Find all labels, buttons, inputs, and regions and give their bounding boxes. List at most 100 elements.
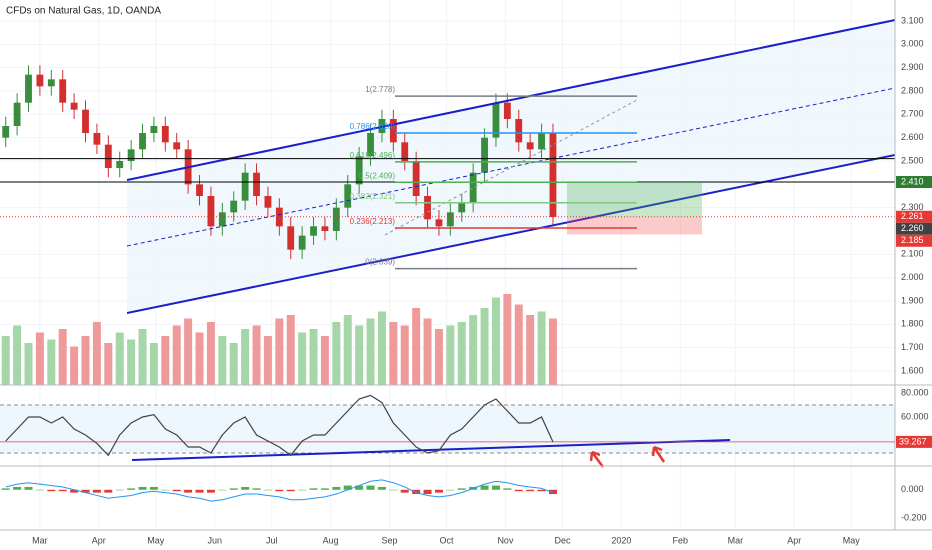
volume-bar <box>526 315 535 385</box>
macd-histogram-bar <box>161 489 170 491</box>
volume-bar <box>13 325 22 385</box>
x-tick-label: Aug <box>323 535 339 545</box>
fib-label: 0.236(2.213) <box>350 217 396 226</box>
rsi-band <box>0 405 895 453</box>
volume-bar <box>503 294 512 385</box>
candle-body <box>47 79 55 87</box>
candle-body <box>367 133 374 157</box>
y-tick-label: 1.800 <box>901 319 924 329</box>
candle-body <box>492 102 500 138</box>
macd-histogram-bar <box>275 489 284 492</box>
candle-body <box>424 196 431 220</box>
volume-bar <box>70 346 79 385</box>
volume-bar <box>149 343 158 385</box>
price-tag <box>896 210 932 223</box>
volume-bar <box>309 329 318 385</box>
macd-histogram-bar <box>127 488 136 490</box>
candle-body <box>150 126 158 133</box>
price-tag <box>896 176 932 188</box>
price-tag-label: 2.260 <box>901 223 924 233</box>
volume-bar <box>469 315 478 385</box>
macd-histogram-bar <box>355 485 364 490</box>
price-tag-label: 2.185 <box>901 235 924 245</box>
macd-histogram-bar <box>24 486 33 490</box>
volume-bar <box>252 325 261 385</box>
volume-bar <box>434 329 443 385</box>
y-tick-label: 1.700 <box>901 342 924 352</box>
y-tick-label: 2.800 <box>901 85 924 95</box>
volume-bar <box>1 336 10 385</box>
macd-histogram-bar <box>503 488 512 490</box>
target-zone <box>566 182 702 217</box>
volume-bar <box>24 343 33 385</box>
candle-body <box>161 126 169 143</box>
y-tick-label: 3.100 <box>901 15 924 25</box>
volume-bar <box>92 322 101 385</box>
volume-bar <box>537 311 546 385</box>
candle-body <box>481 137 488 173</box>
fib-label: 0.618(2.496) <box>350 151 396 160</box>
candle-body <box>298 235 306 250</box>
candle-body <box>469 172 477 203</box>
volume-bar <box>195 332 204 385</box>
volume-bar <box>320 336 329 385</box>
volume-bar <box>115 332 124 385</box>
volume-bar <box>138 329 147 385</box>
macd-histogram-bar <box>218 489 227 491</box>
y-tick-label: 1.600 <box>901 365 924 375</box>
candle-body <box>549 133 557 217</box>
candle-body <box>59 79 67 103</box>
volume-bar <box>548 318 557 385</box>
fib-label: 0.5(2.409) <box>359 171 396 180</box>
x-tick-label: Apr <box>92 535 106 545</box>
macd-histogram-bar <box>149 486 158 490</box>
candle-body <box>127 149 135 161</box>
macd-histogram-bar <box>320 488 329 490</box>
macd-histogram-bar <box>389 489 398 491</box>
macd-histogram-bar <box>104 489 113 493</box>
rsi-line <box>5 394 554 457</box>
macd-histogram-bar <box>537 489 546 492</box>
macd-histogram-bar <box>58 489 67 492</box>
x-tick-label: Sep <box>382 535 398 545</box>
macd-histogram-bar <box>241 486 250 490</box>
macd-histogram-bar <box>412 489 421 495</box>
macd-histogram-bar <box>343 485 352 490</box>
rsi-tag <box>896 435 932 448</box>
volume-bar <box>172 325 181 385</box>
volume-bar <box>229 343 238 385</box>
candle-body <box>321 226 329 231</box>
macd-histogram-bar <box>400 489 409 493</box>
volume-bar <box>389 322 398 385</box>
volume-bar <box>47 339 56 385</box>
volume-bar <box>58 329 67 385</box>
macd-histogram-bar <box>366 485 375 490</box>
rsi-tag-label: 39.267 <box>899 436 927 446</box>
x-tick-label: 2020 <box>611 535 631 545</box>
channel-bottom <box>126 154 896 314</box>
candle-body <box>241 172 249 201</box>
candle-body <box>344 184 352 208</box>
candle-body <box>401 142 409 161</box>
macd-histogram-bar <box>138 486 147 490</box>
macd-histogram-bar <box>47 489 56 492</box>
candle-body <box>196 184 203 196</box>
volume-bar <box>355 325 364 385</box>
volume-bar <box>480 308 489 385</box>
candle-body <box>93 133 101 145</box>
fib-label: 0.786(2.620) <box>350 122 396 131</box>
x-tick-label: May <box>147 535 165 545</box>
candle-body <box>25 74 32 103</box>
volume-bar <box>332 322 341 385</box>
y-tick-label: 3.000 <box>901 39 924 49</box>
candle-body <box>458 203 466 213</box>
volume-bar <box>491 297 500 385</box>
candle-body <box>116 161 124 168</box>
macd-histogram-bar <box>263 489 272 491</box>
macd-histogram-bar <box>491 485 500 490</box>
macd-histogram-bar <box>457 488 466 490</box>
macd-histogram-bar <box>446 489 455 491</box>
volume-bar <box>446 325 455 385</box>
candle-body <box>310 226 317 236</box>
macd-histogram-bar <box>195 489 204 493</box>
